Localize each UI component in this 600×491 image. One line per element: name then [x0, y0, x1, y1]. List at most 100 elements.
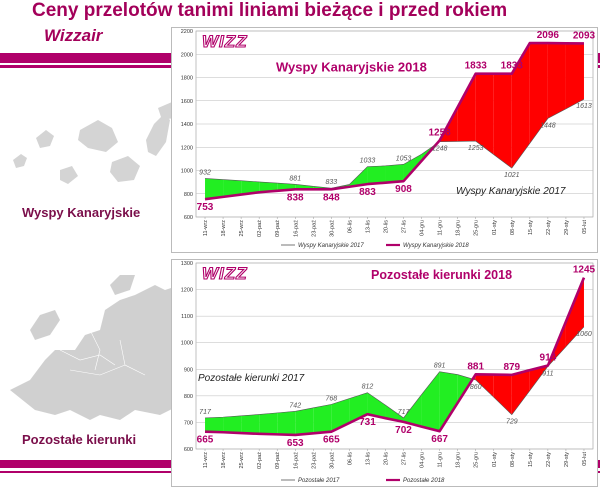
- y-tick-label: 2000: [181, 52, 193, 58]
- legend-label-2018: Wyspy Kanaryjskie 2018: [403, 243, 469, 249]
- x-tick-label: 20-lis: [383, 220, 389, 233]
- label-2018: 848: [323, 192, 340, 203]
- x-tick-label: 27-lis: [402, 452, 408, 465]
- label-2018: 667: [431, 434, 448, 445]
- y-tick-label: 1200: [181, 288, 193, 294]
- fill-decrease: [313, 404, 332, 434]
- series-2018-line: [204, 41, 584, 201]
- x-tick-label: 11-wrz: [203, 220, 209, 236]
- label-2017: 860: [470, 384, 482, 391]
- y-tick-label: 900: [184, 367, 193, 373]
- label-2018: 731: [359, 417, 376, 428]
- label-2017: 812: [362, 384, 374, 391]
- label-2018: 653: [287, 438, 304, 449]
- wizz-logo: WIZZ: [202, 264, 248, 283]
- x-tick-label: 15-sty: [528, 220, 534, 235]
- wizz-logo: WIZZ: [202, 32, 248, 51]
- label-2017: 891: [434, 363, 446, 370]
- x-tick-label: 11-gru: [438, 220, 444, 236]
- fill-increase: [493, 73, 512, 169]
- label-2018: 883: [359, 187, 376, 198]
- fill-decrease: [205, 178, 224, 200]
- x-tick-label: 02-paź: [257, 220, 263, 237]
- x-tick-label: 18-gru: [456, 452, 462, 468]
- label-2017: 1448: [540, 122, 556, 129]
- x-tick-label: 13-lis: [365, 220, 371, 233]
- label-2018: 914: [540, 353, 557, 364]
- legend-label-2017: Pozostałe 2017: [298, 478, 340, 484]
- label-2017: 768: [325, 395, 337, 402]
- x-tick-label: 23-paź: [311, 220, 317, 237]
- y-tick-label: 1400: [181, 122, 193, 128]
- label-2017: 911: [542, 370, 553, 377]
- annotation-2017: Pozostałe kierunki 2017: [198, 373, 305, 384]
- label-2018: 665: [197, 435, 214, 446]
- x-tick-label: 18-wrz: [221, 452, 227, 469]
- y-tick-label: 800: [184, 394, 193, 400]
- label-2018: 1245: [573, 265, 596, 276]
- page-subtitle: Wizzair: [44, 26, 103, 45]
- x-tick-label: 01-sty: [492, 452, 498, 467]
- fill-increase: [565, 43, 584, 109]
- y-tick-label: 1300: [181, 261, 193, 267]
- x-tick-label: 09-paź: [275, 220, 281, 237]
- page-title: Ceny przelotów tanimi liniami bieżące i …: [32, 0, 508, 21]
- fill-increase: [529, 43, 548, 144]
- legend-label-2018: Pozostałe 2018: [403, 478, 445, 484]
- x-tick-label: 22-sty: [546, 220, 552, 235]
- x-tick-label: 25-gru: [474, 452, 480, 468]
- label-2017: 932: [199, 169, 211, 176]
- label-2017: 1253: [468, 145, 484, 152]
- label-2018: 838: [287, 192, 304, 203]
- label-2018: 665: [323, 435, 340, 446]
- fill-increase: [547, 43, 566, 119]
- x-tick-label: 30-paź: [329, 220, 335, 237]
- x-tick-label: 02-paź: [257, 452, 263, 469]
- y-tick-label: 600: [184, 447, 193, 453]
- y-tick-label: 800: [184, 192, 193, 198]
- x-tick-label: 13-lis: [365, 452, 371, 465]
- fill-decrease: [295, 407, 314, 435]
- x-tick-label: 15-sty: [528, 452, 534, 467]
- x-tick-label: 25-gru: [474, 220, 480, 236]
- x-tick-label: 08-sty: [510, 220, 516, 235]
- x-tick-label: 16-paź: [293, 220, 299, 237]
- y-tick-label: 600: [184, 215, 193, 221]
- fill-decrease: [367, 165, 386, 185]
- fill-increase: [511, 43, 530, 169]
- chart-canary-svg: 600 800 1000 1200 1400 1600 1800 2000 2200 11-wrz…: [181, 29, 596, 249]
- label-2017: 881: [289, 175, 301, 182]
- y-tick-label: 1000: [181, 341, 193, 347]
- y-tick-label: 1600: [181, 99, 193, 105]
- fill-decrease: [223, 415, 242, 434]
- fill-decrease: [439, 371, 458, 432]
- x-tick-label: 20-lis: [383, 452, 389, 465]
- europe-map: [10, 275, 185, 420]
- canary-islands-map: [13, 102, 180, 184]
- fill-decrease: [421, 371, 440, 432]
- label-2017: 729: [506, 419, 518, 426]
- fill-increase: [565, 277, 584, 347]
- fill-decrease: [259, 181, 278, 193]
- x-tick-label: 25-wrz: [239, 452, 245, 469]
- label-2018: 908: [395, 184, 412, 195]
- label-2018: 753: [197, 202, 214, 213]
- annotation-2017: Wyspy Kanaryjskie 2017: [456, 186, 566, 197]
- x-tick-label: 23-paź: [311, 452, 317, 469]
- label-2017: 742: [289, 402, 301, 409]
- fill-decrease: [277, 411, 296, 435]
- x-tick-label: 06-lis: [347, 220, 353, 233]
- x-tick-label: 25-wrz: [239, 220, 245, 237]
- x-tick-label: 11-gru: [438, 452, 444, 468]
- fill-decrease: [259, 412, 278, 435]
- label-2018: 879: [503, 362, 520, 373]
- x-tick-label: 18-gru: [456, 220, 462, 236]
- fill-decrease: [385, 164, 404, 183]
- x-tick-label: 01-sty: [492, 220, 498, 235]
- label-2018: 2093: [573, 30, 596, 41]
- x-tick-label: 04-gru: [420, 220, 426, 236]
- label-2018: 1833: [465, 61, 488, 72]
- fill-decrease: [349, 166, 368, 187]
- x-tick-label: 05-lut: [582, 452, 588, 466]
- chart-canary: 600 800 1000 1200 1400 1600 1800 2000 2200 11-wrz…: [171, 27, 598, 253]
